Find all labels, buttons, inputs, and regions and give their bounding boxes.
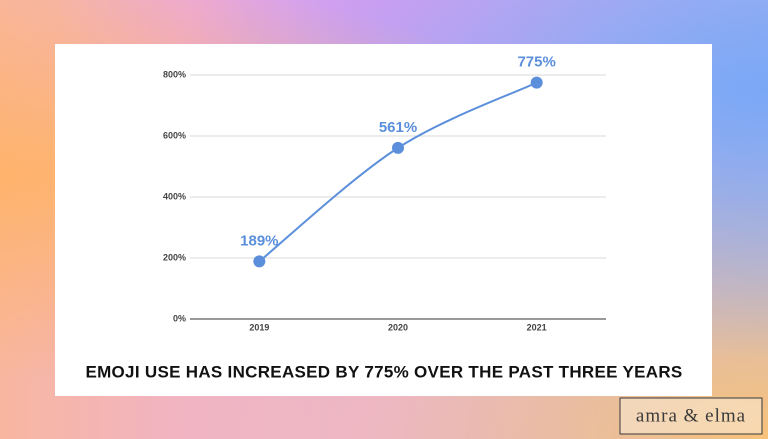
watermark: amra & elma (636, 405, 746, 426)
x-tick-label: 2019 (249, 322, 269, 332)
x-tick-label: 2020 (388, 322, 408, 332)
point (253, 255, 266, 268)
chart-title: EMOJI USE HAS INCREASED BY 775% OVER THE… (85, 362, 682, 381)
data-label: 189% (240, 232, 278, 249)
watermark-box (619, 397, 763, 435)
y-tick-label: 800% (163, 69, 186, 79)
y-tick-label: 600% (163, 130, 186, 140)
data-label: 561% (379, 119, 417, 136)
y-tick-label: 200% (163, 252, 186, 262)
y-tick-label: 0% (173, 313, 186, 323)
point (392, 141, 404, 154)
y-tick-label: 400% (163, 191, 186, 201)
x-tick-label: 2021 (527, 322, 547, 332)
data-label: 775% (517, 54, 555, 71)
chart-panel (55, 44, 712, 396)
point (530, 76, 543, 89)
